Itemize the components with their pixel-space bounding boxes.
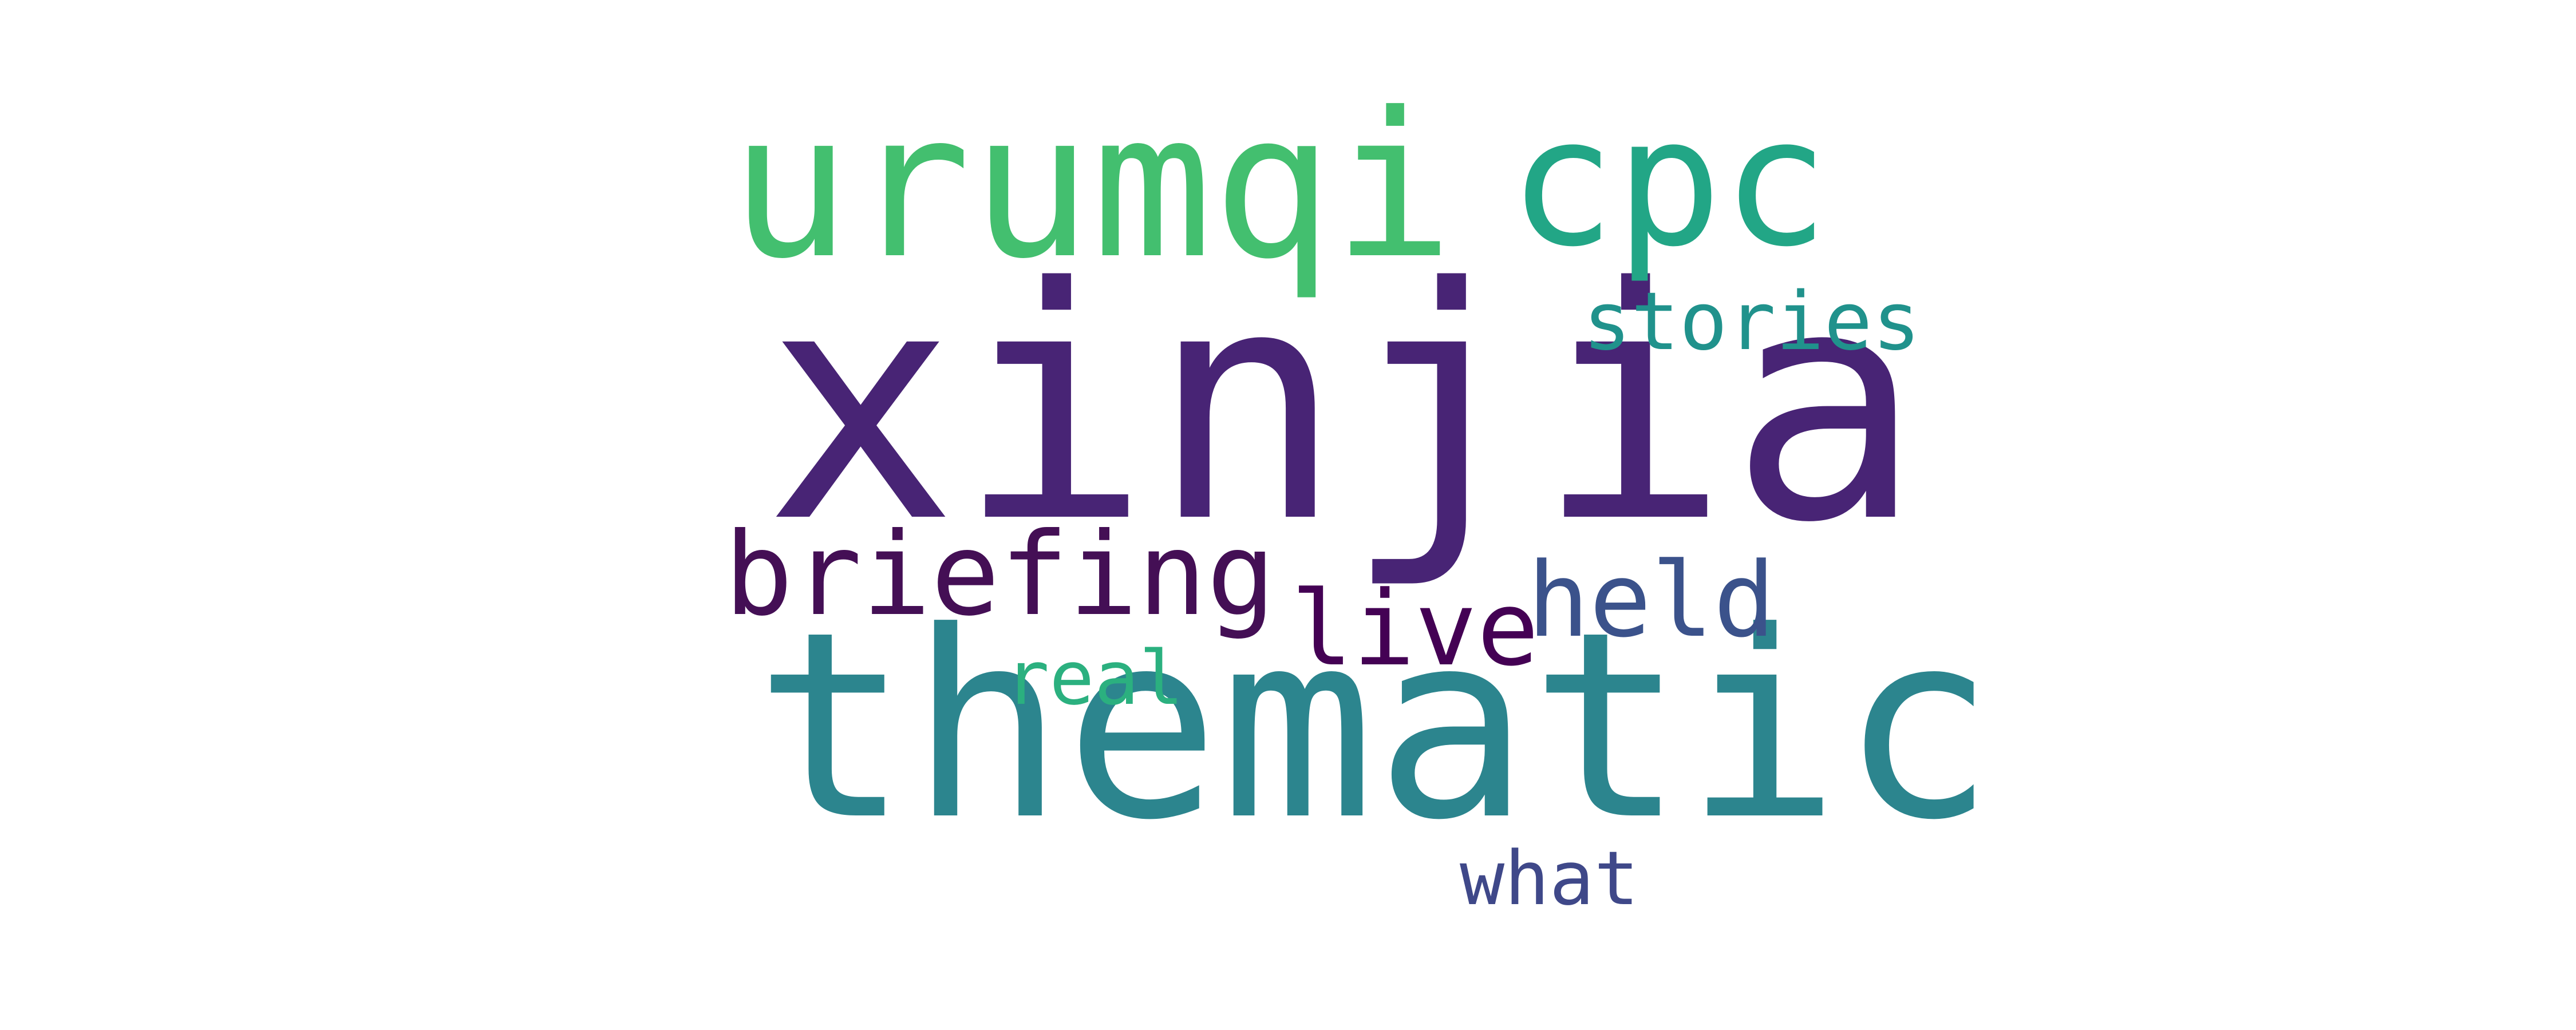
word-xinjia: xinjia: [764, 220, 1922, 593]
word-real: real: [1005, 635, 1184, 722]
word-urumqi: urumqi: [730, 69, 1454, 303]
word-cpc: cpc: [1508, 80, 1829, 286]
word-live: live: [1291, 569, 1539, 689]
word-briefing: briefing: [724, 508, 1276, 641]
word-held: held: [1527, 541, 1776, 660]
word-what: what: [1460, 835, 1639, 922]
word-stories: stories: [1583, 275, 1921, 369]
word-thematic: thematic: [754, 577, 1996, 877]
